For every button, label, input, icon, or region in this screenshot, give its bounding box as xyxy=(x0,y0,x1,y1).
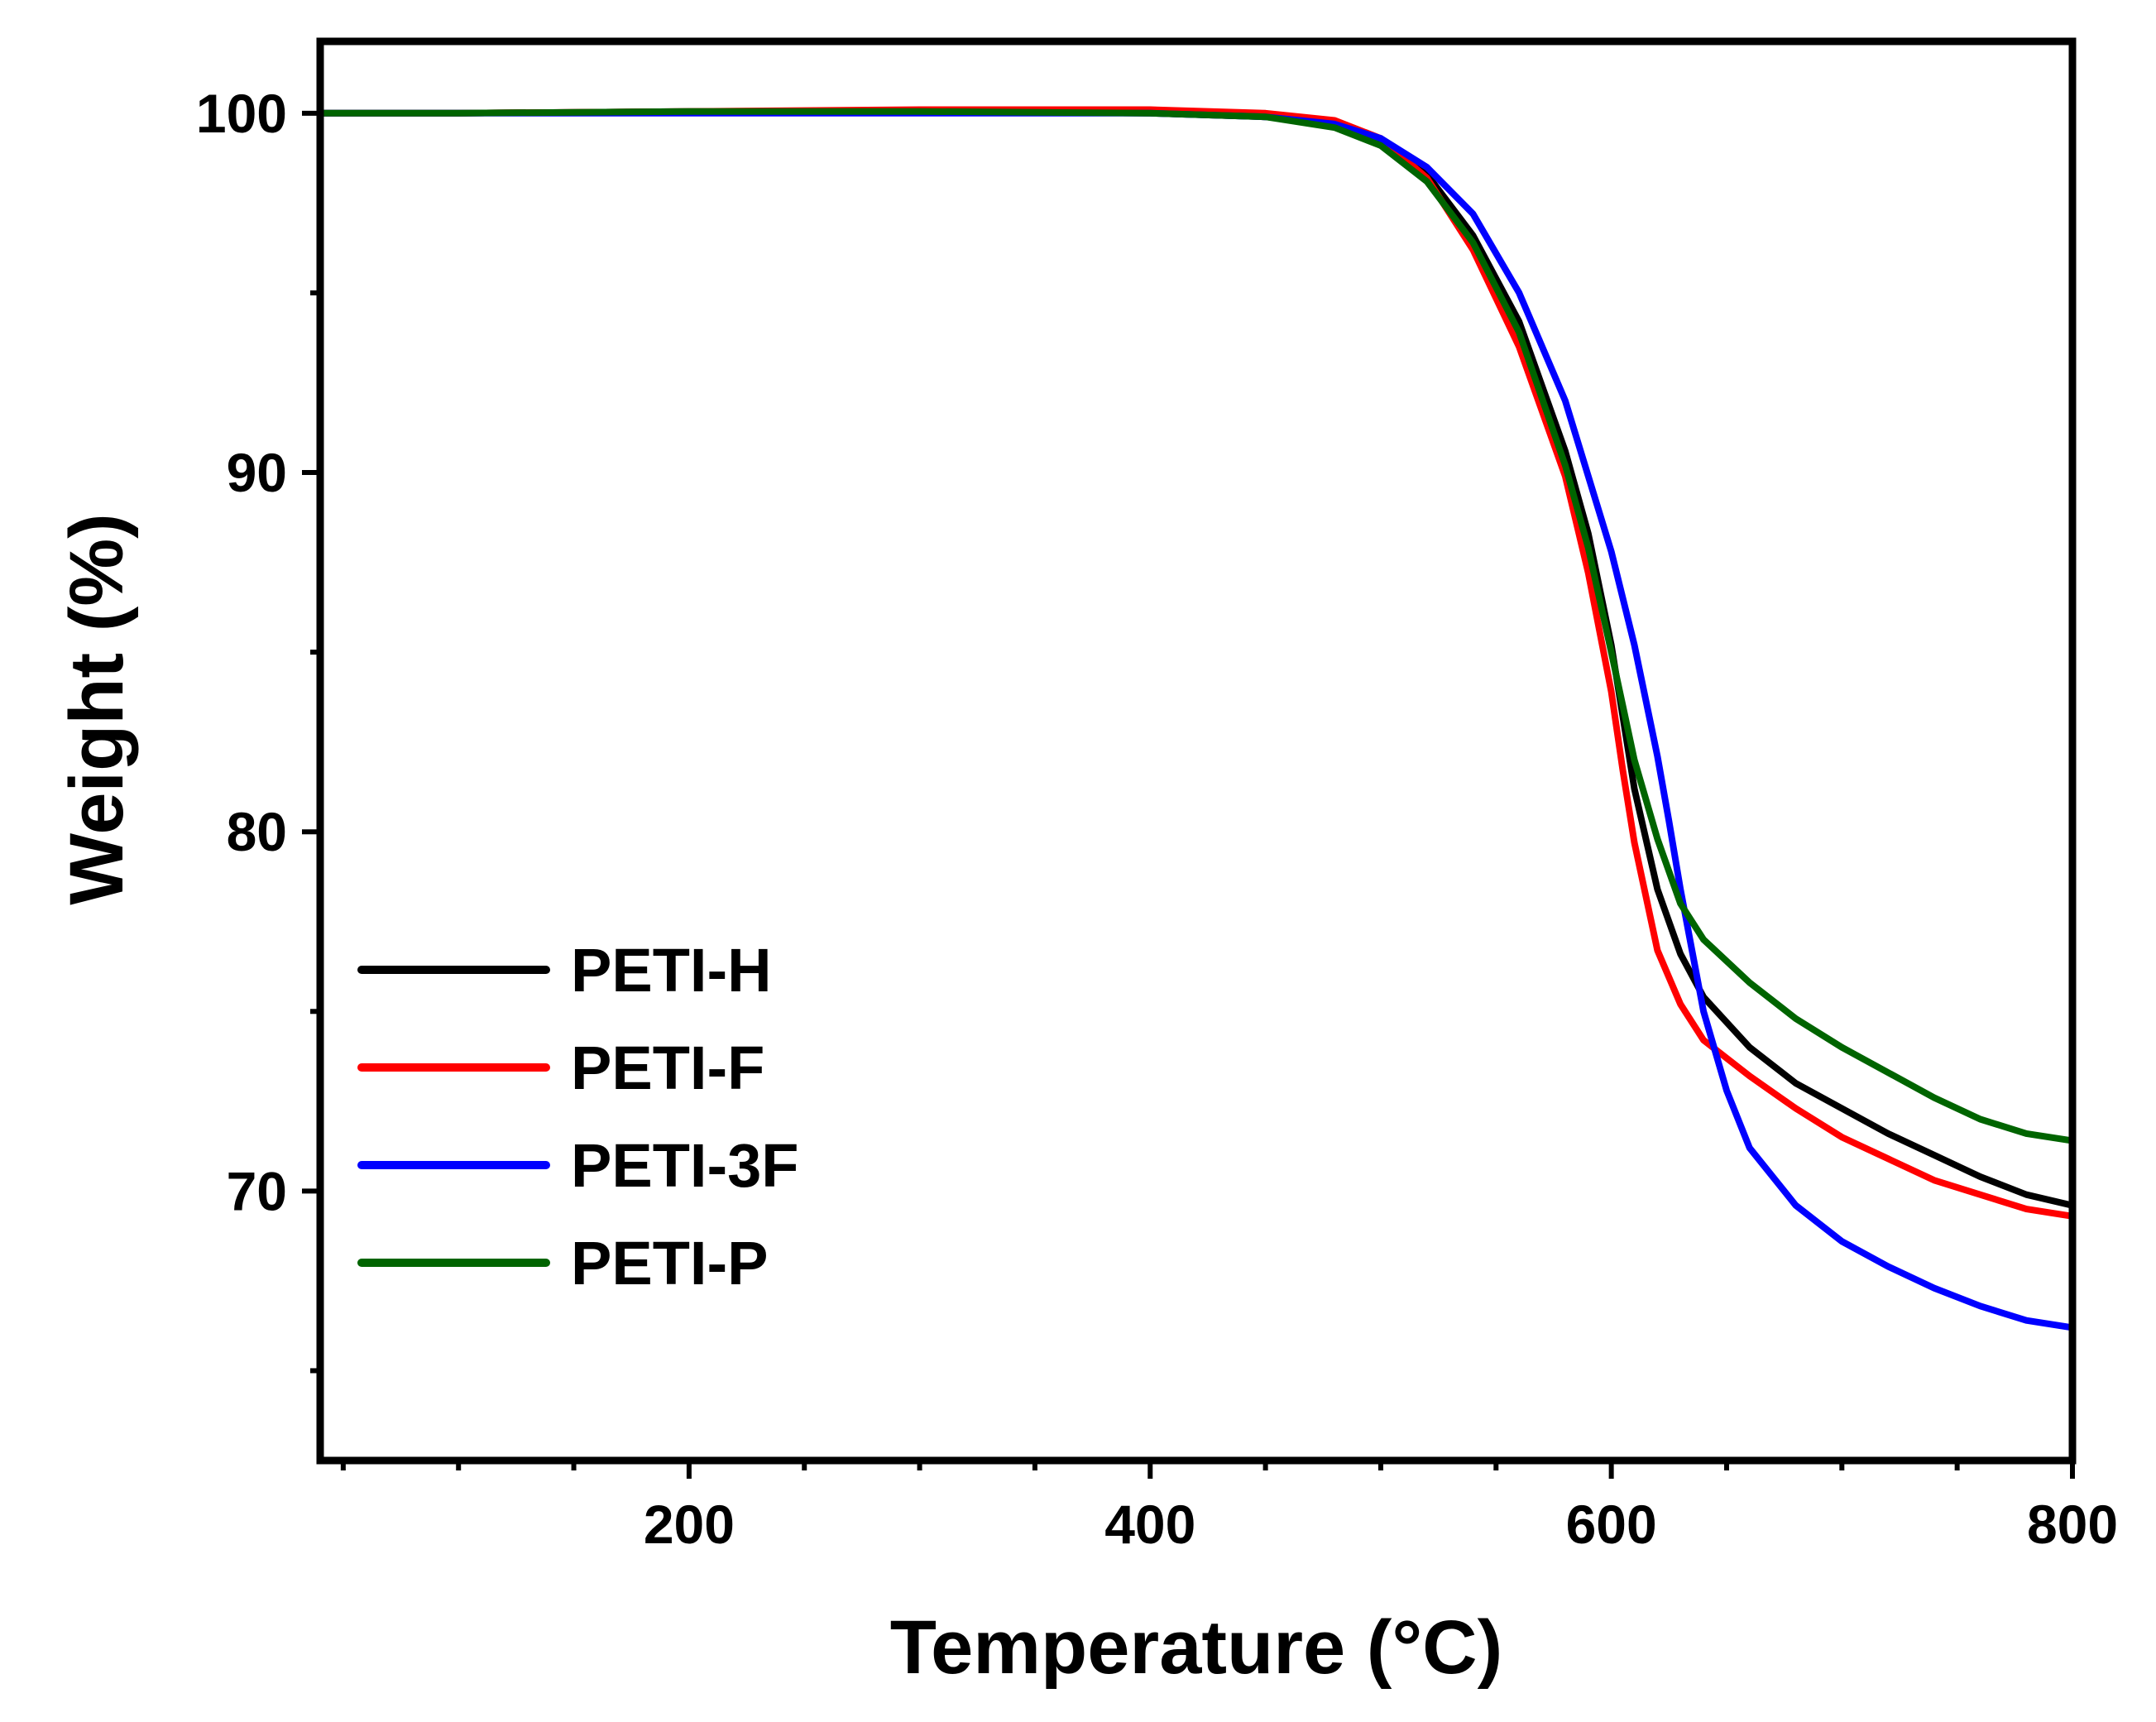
series-line-peti-f xyxy=(320,106,2072,1220)
x-tick-label-400: 400 xyxy=(1104,1494,1195,1555)
plot-frame xyxy=(316,37,2077,1465)
x-tick-label-200: 200 xyxy=(644,1494,735,1555)
y-axis-title: Weight (%) xyxy=(55,513,139,905)
ticks-layer: 200 400 600 800 70 80 90 100 xyxy=(196,83,2118,1555)
y-tick-label-80: 80 xyxy=(227,801,287,862)
legend-label-peti-3f: PETI-3F xyxy=(571,1131,798,1200)
x-axis-title: Temperature (°C) xyxy=(890,1605,1503,1690)
x-tick-label-600: 600 xyxy=(1566,1494,1657,1555)
series-line-peti-p xyxy=(320,108,2072,1144)
legend-label-peti-f: PETI-F xyxy=(571,1034,764,1102)
legend-label-peti-h: PETI-H xyxy=(571,936,772,1005)
series-layer xyxy=(320,106,2072,1331)
y-tick-label-90: 90 xyxy=(227,442,287,503)
y-tick-label-100: 100 xyxy=(196,83,287,144)
x-tick-label-800: 800 xyxy=(2027,1494,2118,1555)
y-tick-label-70: 70 xyxy=(227,1160,287,1221)
legend: PETI-H PETI-F PETI-3F PETI-P xyxy=(357,936,798,1297)
legend-label-peti-p: PETI-P xyxy=(571,1229,768,1297)
